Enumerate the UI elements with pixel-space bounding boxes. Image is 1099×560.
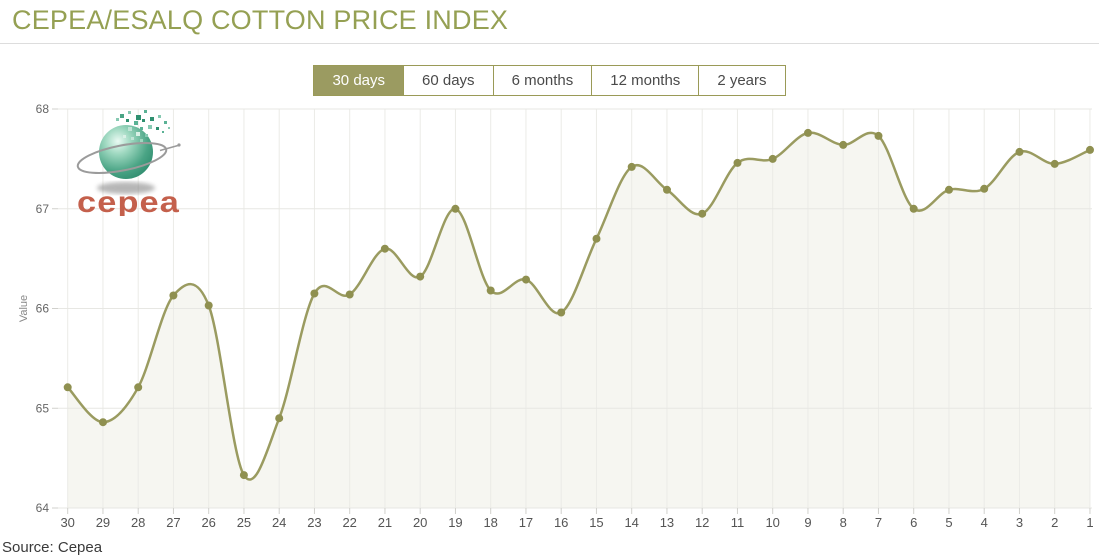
data-point [380,244,389,253]
area-fill [67,132,1090,508]
svg-text:66: 66 [36,302,50,316]
svg-text:26: 26 [201,515,215,530]
svg-text:19: 19 [448,515,462,530]
data-point [663,185,671,194]
svg-text:10: 10 [765,515,779,530]
data-point [980,184,989,193]
data-point [239,471,248,480]
svg-text:67: 67 [36,202,50,216]
data-point [204,301,213,310]
data-point [627,162,636,171]
data-point [945,185,953,194]
svg-text:20: 20 [413,515,427,530]
svg-text:64: 64 [36,501,50,515]
svg-text:23: 23 [307,515,321,530]
data-point [345,290,354,299]
svg-text:16: 16 [554,515,568,530]
data-point [557,308,566,317]
y-axis-labels: 64 65 66 67 68 [36,102,50,515]
svg-text:25: 25 [237,515,251,530]
svg-text:18: 18 [483,515,497,530]
data-point [451,204,460,213]
axis-ticks [52,108,1091,514]
svg-text:14: 14 [624,515,638,530]
x-axis-labels: 30 29 28 27 26 25 24 23 22 21 20 19 18 17 16 15 14 13 12 11… [60,515,1093,530]
data-point [63,383,72,392]
data-point [1015,147,1024,156]
svg-text:21: 21 [378,515,392,530]
data-point [592,234,601,243]
svg-text:11: 11 [731,515,745,530]
svg-text:24: 24 [272,515,286,530]
data-point [874,131,883,140]
svg-text:28: 28 [131,515,145,530]
svg-text:7: 7 [875,515,882,530]
svg-text:68: 68 [36,102,50,116]
svg-text:65: 65 [36,401,50,415]
data-point [1086,145,1094,154]
range-button-60-days[interactable]: 60 days [403,65,494,96]
svg-text:6: 6 [910,515,917,530]
svg-text:3: 3 [1016,515,1023,530]
data-point [1050,159,1059,168]
page-title: CEPEA/ESALQ COTTON PRICE INDEX [12,5,509,35]
svg-text:8: 8 [840,515,847,530]
horizontal-gridlines [58,108,1092,509]
data-point [698,209,707,218]
range-button-12-months[interactable]: 12 months [591,65,700,96]
header: CEPEA/ESALQ COTTON PRICE INDEX [0,0,1099,44]
range-button-6-months[interactable]: 6 months [492,65,593,96]
data-point-markers [63,128,1094,480]
data-point [909,204,918,213]
data-point [733,158,742,167]
svg-text:9: 9 [804,515,811,530]
data-point [839,140,848,149]
svg-text:30: 30 [60,515,74,530]
svg-text:15: 15 [589,515,603,530]
data-point [134,383,143,392]
data-point [416,272,425,281]
price-line [66,131,1092,481]
data-point [522,275,530,284]
svg-text:2: 2 [1051,515,1058,530]
source-note: Source: Cepea [2,539,103,556]
svg-text:1: 1 [1086,515,1093,530]
svg-text:17: 17 [519,515,533,530]
svg-text:12: 12 [695,515,709,530]
data-point [169,291,178,300]
data-point [486,286,495,295]
svg-text:5: 5 [945,515,952,530]
data-point [768,154,777,163]
range-toolbar: 30 days 60 days 6 months 12 months 2 yea… [0,65,1099,96]
range-button-2-years[interactable]: 2 years [698,65,786,96]
svg-text:27: 27 [166,515,180,530]
data-point [275,414,284,423]
svg-text:13: 13 [660,515,674,530]
y-axis-title: Value [18,295,30,322]
svg-text:29: 29 [96,515,110,530]
chart-container: 64 65 66 67 68 30 29 28 27 26 25 24 23 22 21 20 19 18 17 16… [0,98,1099,536]
data-point [99,418,107,427]
svg-text:22: 22 [342,515,356,530]
data-point [310,289,319,298]
data-point [804,128,812,137]
range-button-30-days[interactable]: 30 days [313,65,405,96]
svg-text:4: 4 [981,515,988,530]
